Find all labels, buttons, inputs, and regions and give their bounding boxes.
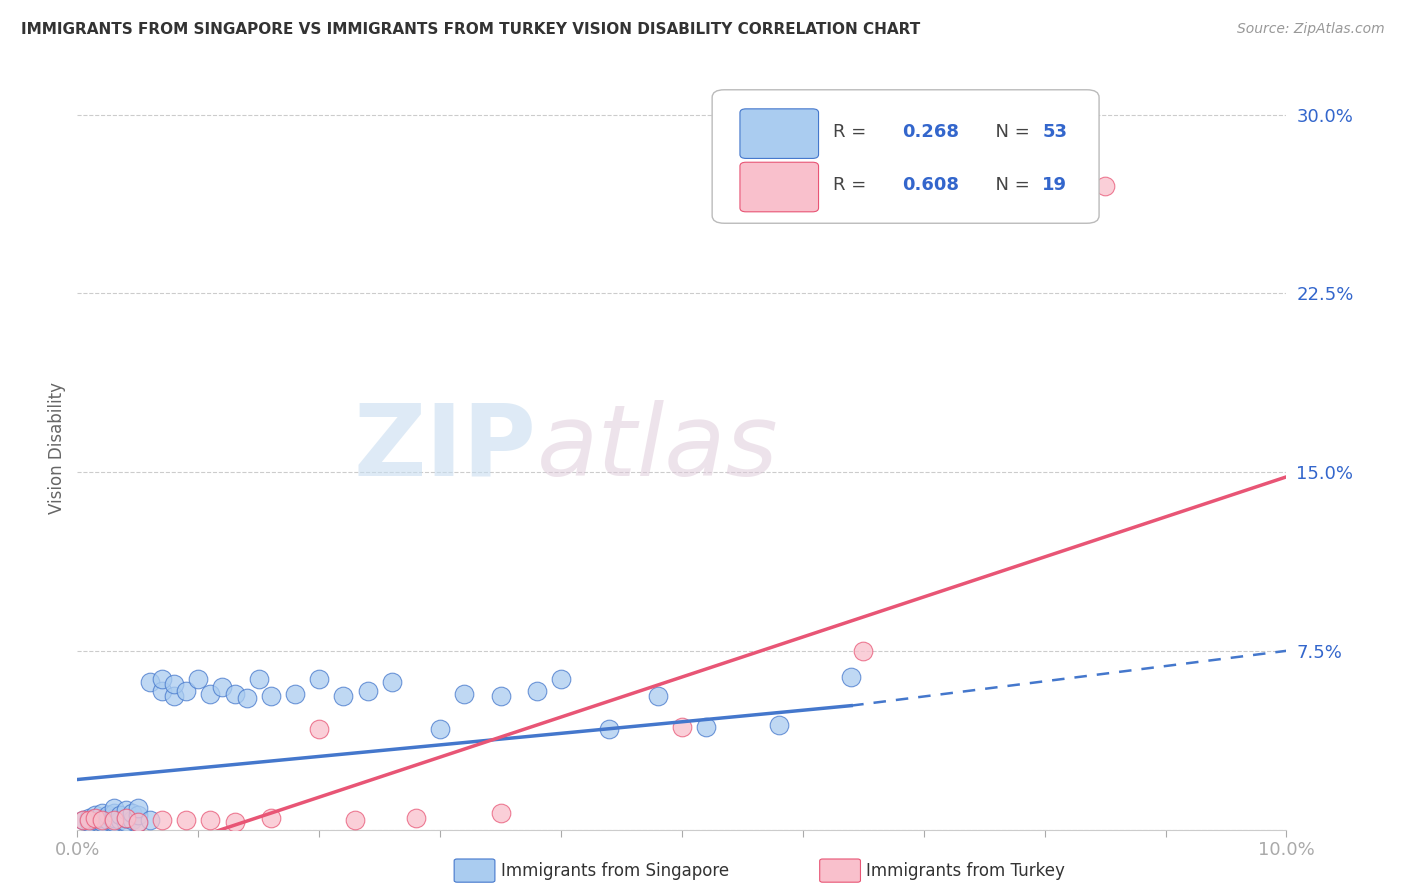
Point [90, 811, 112, 825]
Point [695, 720, 717, 734]
Point [489, 689, 512, 703]
Point [174, 813, 197, 827]
Y-axis label: Vision Disability: Vision Disability [48, 383, 66, 514]
Point [72, 813, 94, 827]
Point [224, 687, 246, 701]
Point [332, 689, 354, 703]
Text: ZIP: ZIP [354, 400, 537, 497]
Point [647, 689, 669, 703]
Point [489, 805, 512, 820]
Point [200, 687, 222, 701]
Point [114, 815, 136, 830]
Point [96, 813, 118, 827]
Point [211, 680, 233, 694]
Text: 0.268: 0.268 [903, 123, 959, 141]
Point [381, 674, 404, 689]
Point [79, 813, 101, 827]
Point [284, 687, 307, 701]
Point [103, 815, 125, 830]
Point [84, 813, 107, 827]
FancyBboxPatch shape [740, 162, 818, 211]
Point [200, 813, 222, 827]
Point [356, 684, 378, 698]
Point [163, 677, 186, 691]
Point [852, 644, 875, 658]
FancyBboxPatch shape [740, 109, 818, 159]
Point [247, 673, 270, 687]
Point [114, 811, 136, 825]
Point [127, 808, 149, 822]
Point [84, 808, 107, 822]
Point [768, 717, 790, 731]
Point [1094, 179, 1116, 194]
Point [103, 811, 125, 825]
Point [308, 723, 330, 737]
Text: Immigrants from Singapore: Immigrants from Singapore [501, 862, 728, 880]
Point [90, 805, 112, 820]
Point [121, 805, 143, 820]
Point [108, 808, 131, 822]
Point [127, 815, 149, 830]
Point [139, 674, 162, 689]
Point [260, 811, 283, 825]
Point [90, 815, 112, 830]
Point [187, 673, 209, 687]
Point [150, 684, 173, 698]
Point [308, 673, 330, 687]
Point [72, 813, 94, 827]
Point [127, 801, 149, 815]
Text: Source: ZipAtlas.com: Source: ZipAtlas.com [1237, 22, 1385, 37]
Point [344, 813, 367, 827]
Point [526, 684, 548, 698]
Text: 53: 53 [1042, 123, 1067, 141]
Text: 19: 19 [1042, 176, 1067, 194]
Point [550, 673, 572, 687]
Point [224, 815, 246, 830]
Text: Immigrants from Turkey: Immigrants from Turkey [866, 862, 1064, 880]
Text: N =: N = [984, 176, 1036, 194]
Point [84, 811, 107, 825]
Point [79, 811, 101, 825]
Point [598, 723, 620, 737]
Point [114, 804, 136, 818]
Point [839, 670, 862, 684]
Point [453, 687, 475, 701]
Point [429, 723, 451, 737]
Point [174, 684, 197, 698]
Point [163, 689, 186, 703]
Point [96, 808, 118, 822]
Point [121, 813, 143, 827]
Text: R =: R = [832, 176, 872, 194]
Text: R =: R = [832, 123, 872, 141]
Point [127, 815, 149, 830]
Point [260, 689, 283, 703]
Text: atlas: atlas [537, 400, 779, 497]
Point [139, 813, 162, 827]
Point [79, 815, 101, 830]
Point [108, 813, 131, 827]
Point [150, 673, 173, 687]
Point [103, 801, 125, 815]
Text: N =: N = [984, 123, 1036, 141]
Point [103, 805, 125, 820]
Point [103, 813, 125, 827]
Point [150, 813, 173, 827]
Text: IMMIGRANTS FROM SINGAPORE VS IMMIGRANTS FROM TURKEY VISION DISABILITY CORRELATIO: IMMIGRANTS FROM SINGAPORE VS IMMIGRANTS … [21, 22, 921, 37]
Point [235, 691, 257, 706]
Point [90, 813, 112, 827]
Point [114, 811, 136, 825]
Point [671, 720, 693, 734]
FancyBboxPatch shape [713, 90, 1099, 223]
Text: 0.608: 0.608 [903, 176, 959, 194]
Point [405, 811, 427, 825]
